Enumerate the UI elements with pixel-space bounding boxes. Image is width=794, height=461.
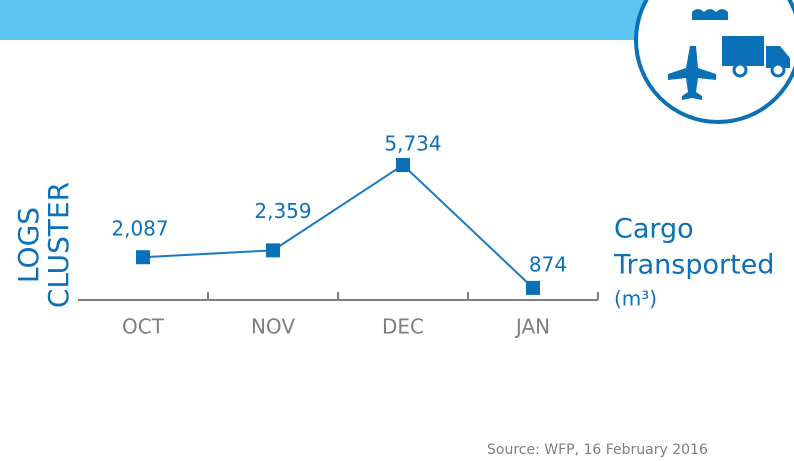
- measure-label: Cargo: [614, 214, 694, 245]
- data-label: 2,359: [254, 199, 311, 223]
- marker: [526, 280, 540, 295]
- x-tick-label: OCT: [122, 315, 165, 339]
- source: Source: WFP, 16 February 2016: [487, 442, 708, 458]
- marker: [396, 158, 410, 173]
- side-label: LOGS: [12, 207, 45, 283]
- marker: [136, 250, 150, 265]
- x-tick-label: JAN: [514, 315, 550, 339]
- side-label: CLUSTER: [42, 182, 75, 308]
- x-tick-label: DEC: [382, 315, 424, 339]
- x-tick-label: NOV: [251, 315, 295, 339]
- measure-label: Transported: [613, 250, 774, 281]
- data-label: 2,087: [111, 217, 168, 241]
- data-label: 874: [529, 252, 567, 276]
- unit-label: (m³): [614, 287, 657, 311]
- header-band: [0, 0, 660, 40]
- data-label: 5,734: [384, 132, 441, 156]
- line: [142, 163, 534, 289]
- transport-icon: [634, 0, 794, 124]
- marker: [266, 243, 280, 258]
